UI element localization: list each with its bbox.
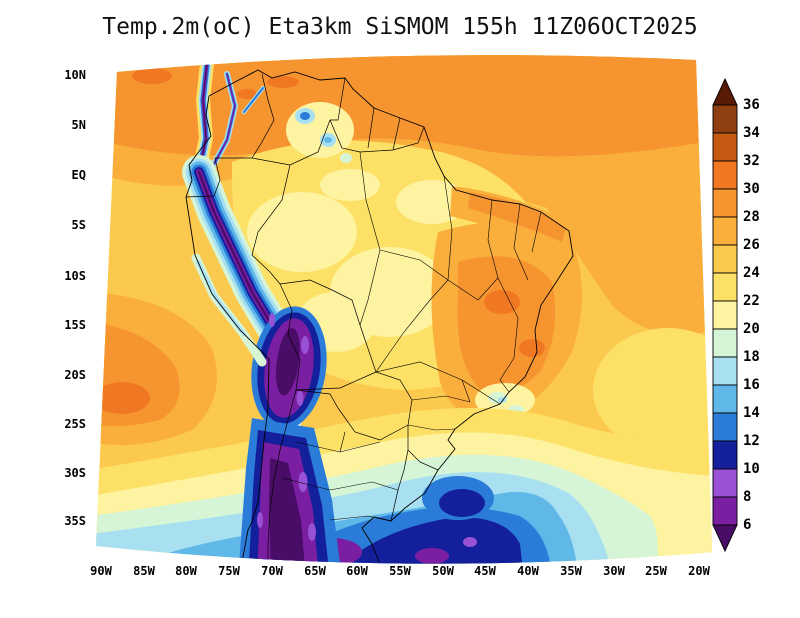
andes-cold-ridge [182,57,342,564]
colorbar-cell [712,300,738,330]
lat-tick: 5S [71,218,86,232]
colorbar-label: 30 [743,181,760,197]
chart-title: Temp.2m(oC) Eta3km SiSMOM 155h 11Z06OCT2… [102,14,698,40]
lat-tick: 15S [64,318,86,332]
colorbar-cell [712,440,738,470]
lat-tick: EQ [71,168,86,182]
lon-tick: 90W [90,564,112,578]
lon-tick: 85W [133,564,155,578]
colorbar-cell [712,216,738,246]
colorbar-label: 34 [743,125,760,141]
colorbar-label: 12 [743,433,760,449]
lon-tick: 45W [474,564,496,578]
colorbar-cell [712,188,738,218]
lat-tick: 20S [64,368,86,382]
colorbar-label: 24 [743,265,760,281]
colorbar-label: 32 [743,153,760,169]
colorbar-cell [712,244,738,274]
lat-tick: 10N [64,68,86,82]
lon-tick: 55W [389,564,411,578]
colorbar-label: 16 [743,377,760,393]
lon-tick: 50W [432,564,454,578]
colorbar-cell [712,160,738,190]
lat-tick: 35S [64,514,86,528]
lat-tick: 25S [64,417,86,431]
colorbar-cell [712,412,738,442]
lon-tick: 70W [261,564,283,578]
colorbar-label: 36 [743,97,760,113]
lon-tick: 80W [175,564,197,578]
colorbar-cell [712,384,738,414]
colorbar-cell [712,272,738,302]
colorbar-label: 10 [743,461,760,477]
colorbar-label: 14 [743,405,760,421]
colorbar [712,78,738,553]
colorbar-label: 22 [743,293,760,309]
colorbar-cell [712,328,738,358]
colorbar-over-arrow [712,78,738,106]
lon-tick: 60W [346,564,368,578]
colorbar-label: 6 [743,517,752,533]
lat-tick: 5N [71,118,86,132]
colorbar-label: 28 [743,209,760,225]
colorbar-label: 20 [743,321,760,337]
lon-tick: 65W [304,564,326,578]
colorbar-cell [712,104,738,134]
colorbar-cell [712,468,738,498]
map-borders [185,69,574,563]
lon-tick: 30W [603,564,625,578]
lat-tick: 10S [64,269,86,283]
lat-tick: 30S [64,466,86,480]
lon-tick: 35W [560,564,582,578]
lon-tick: 20W [688,564,710,578]
lon-tick: 40W [517,564,539,578]
colorbar-label: 18 [743,349,760,365]
lon-tick: 75W [218,564,240,578]
colorbar-cell [712,132,738,162]
colorbar-label: 26 [743,237,760,253]
colorbar-cell [712,496,738,526]
colorbar-label: 8 [743,489,752,505]
colorbar-under-arrow [712,524,738,553]
lon-tick: 25W [645,564,667,578]
colorbar-cell [712,356,738,386]
